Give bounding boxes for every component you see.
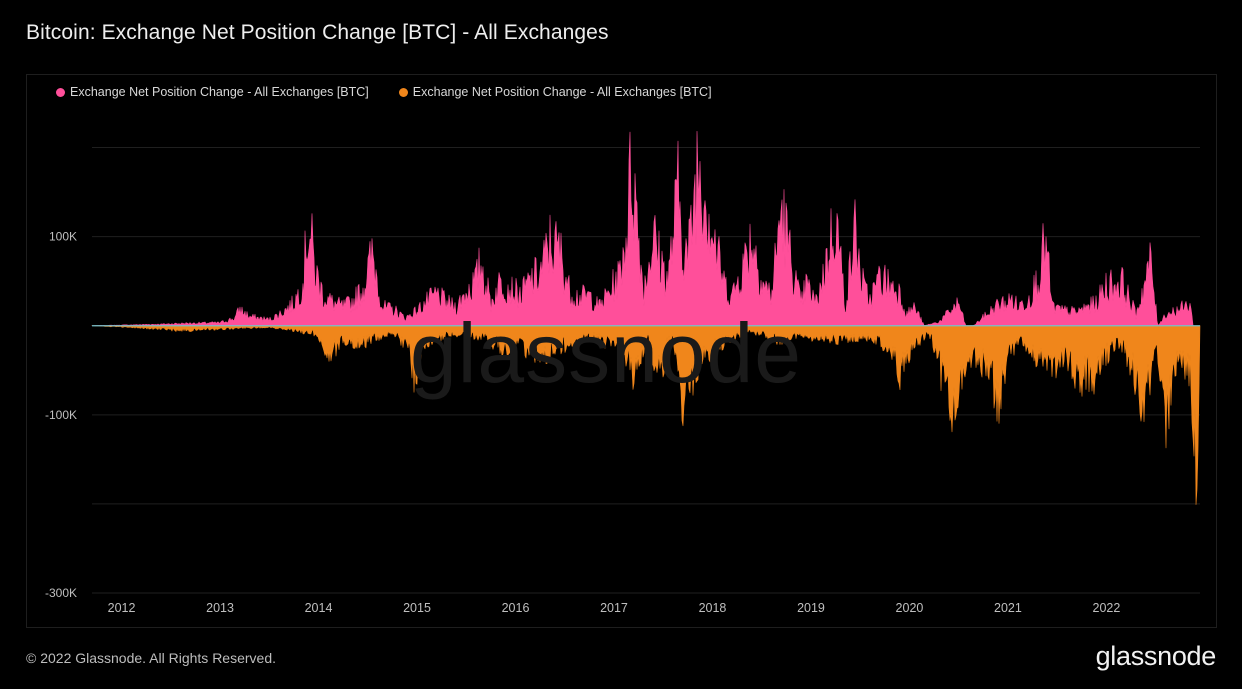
y-tick-label: 100K: [49, 230, 77, 244]
x-tick-label: 2022: [1093, 601, 1121, 615]
y-tick-label: -100K: [45, 408, 77, 422]
legend-label-negative: Exchange Net Position Change - All Excha…: [412, 85, 712, 99]
series-area-negative: [91, 325, 1201, 505]
x-tick-label: 2020: [896, 601, 924, 615]
x-tick-label: 2017: [600, 601, 628, 615]
y-tick-label: -300K: [45, 586, 77, 600]
series-area-positive: [91, 131, 1194, 326]
x-tick-label: 2021: [994, 601, 1022, 615]
chart-watermark: glassnode: [410, 306, 802, 400]
x-tick-label: 2014: [305, 601, 333, 615]
legend-dot-negative: [398, 87, 408, 97]
legend-dot-positive: [56, 87, 65, 97]
legend-label-positive: Exchange Net Position Change - All Excha…: [70, 85, 369, 99]
x-tick-label: 2015: [403, 601, 431, 615]
x-tick-label: 2018: [699, 601, 727, 615]
x-tick-label: 2012: [108, 601, 136, 615]
page-title: Bitcoin: Exchange Net Position Change [B…: [26, 21, 609, 44]
copyright-footer: © 2022 Glassnode. All Rights Reserved.: [26, 650, 277, 666]
chart-legend: Exchange Net Position Change - All Excha…: [56, 85, 712, 99]
x-tick-label: 2013: [206, 601, 234, 615]
legend-item-positive[interactable]: Exchange Net Position Change - All Excha…: [56, 85, 369, 99]
x-tick-label: 2019: [797, 601, 825, 615]
x-tick-label: 2016: [502, 601, 530, 615]
glassnode-logo: glassnode: [1095, 641, 1217, 671]
legend-item-negative[interactable]: Exchange Net Position Change - All Excha…: [398, 85, 712, 99]
